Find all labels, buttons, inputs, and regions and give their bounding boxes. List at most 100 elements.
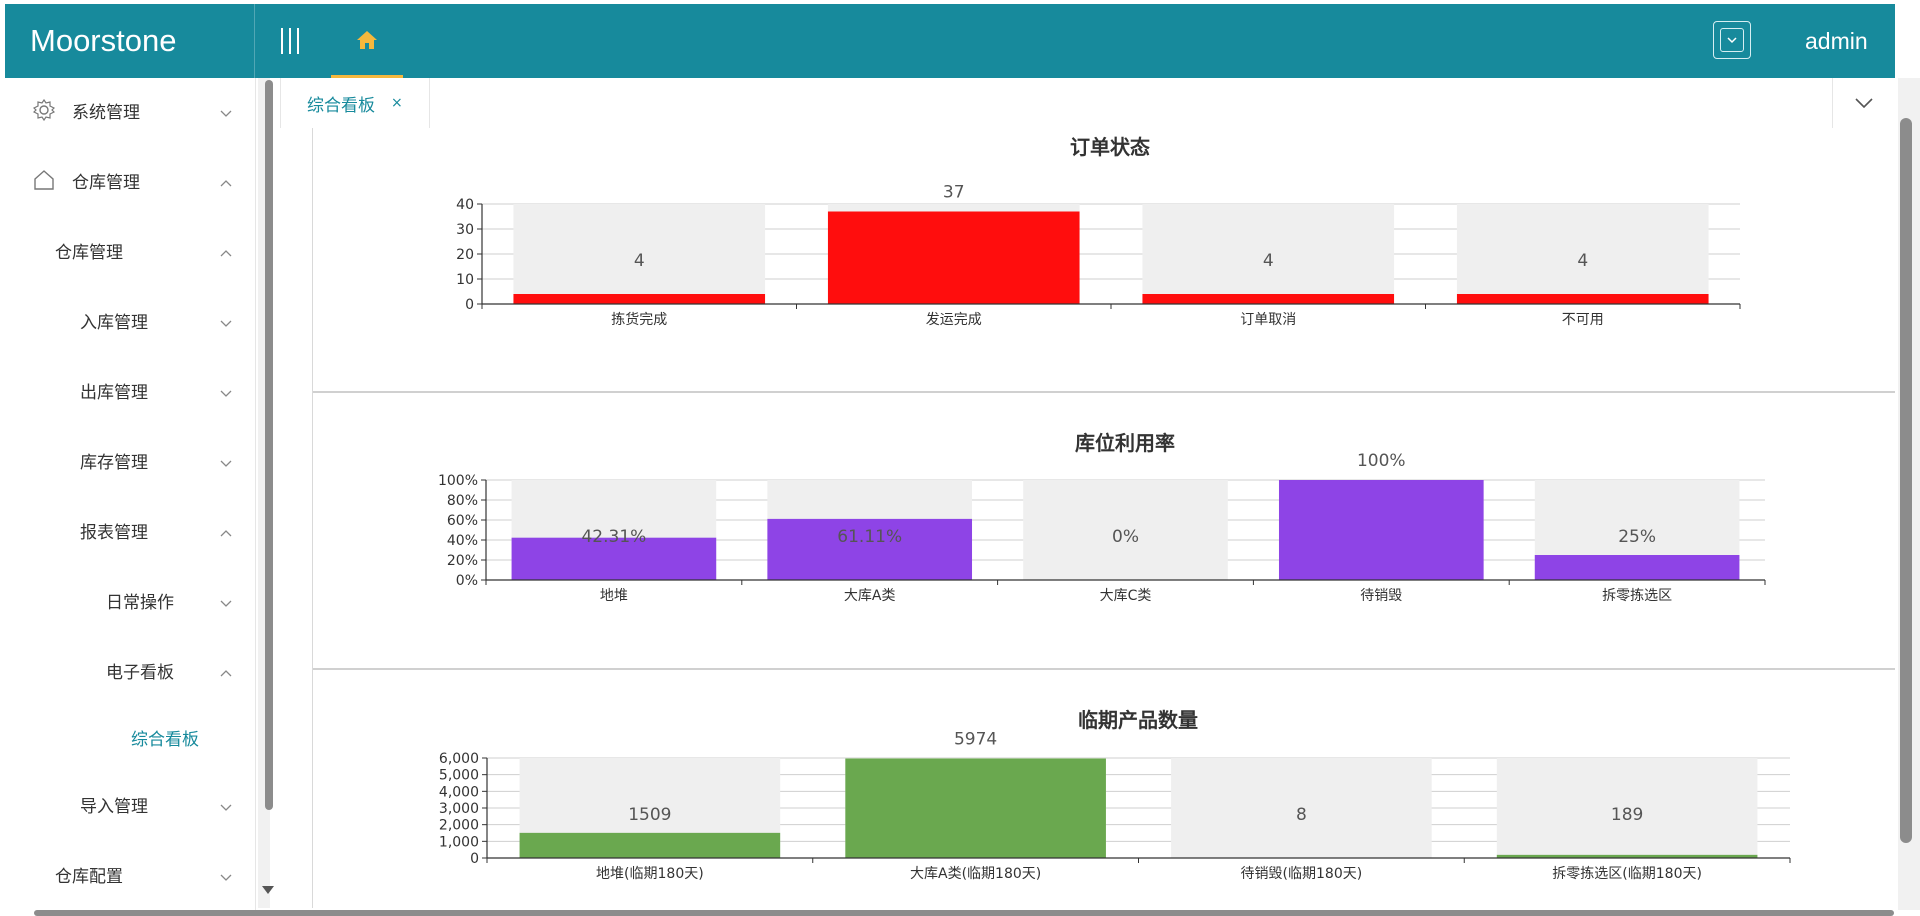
x-tick-label: 拆零拣选区(临期180天) xyxy=(1552,866,1702,882)
y-tick-label: 80% xyxy=(447,493,478,509)
y-tick-label: 0 xyxy=(470,851,479,867)
y-tick-label: 30 xyxy=(456,222,474,238)
chevron-down-icon xyxy=(220,103,232,123)
tab-more-button[interactable] xyxy=(1832,78,1895,128)
chart-divider xyxy=(313,391,1895,393)
sidebar-item[interactable]: 仓库配置 xyxy=(5,854,250,894)
data-label: 25% xyxy=(1618,527,1656,547)
sidebar-item-label: 电子看板 xyxy=(106,658,174,683)
sidebar-item-label: 综合看板 xyxy=(131,725,199,750)
y-tick-label: 40% xyxy=(447,533,478,549)
x-tick-label: 拣货完成 xyxy=(611,311,667,328)
y-tick-label: 10 xyxy=(456,272,474,288)
data-label: 37 xyxy=(943,183,965,203)
horizontal-scrollbar-thumb[interactable] xyxy=(34,910,1894,916)
bar xyxy=(1535,555,1740,580)
chart-expiring-products: 01,0002,0003,0004,0005,0006,0001509地堆(临期… xyxy=(420,726,1800,886)
x-tick-label: 地堆(临期180天) xyxy=(596,866,704,882)
y-tick-label: 6,000 xyxy=(439,751,479,767)
sidebar-item[interactable]: 出库管理 xyxy=(5,370,250,410)
y-tick-label: 0% xyxy=(456,573,478,589)
home-outline-icon xyxy=(33,169,55,196)
x-tick-label: 不可用 xyxy=(1562,312,1604,328)
y-tick-label: 1,000 xyxy=(439,834,479,850)
y-tick-label: 2,000 xyxy=(439,818,479,834)
y-tick-label: 60% xyxy=(447,513,478,529)
y-tick-label: 20% xyxy=(447,553,478,569)
sidebar-item[interactable]: 库存管理 xyxy=(5,440,250,480)
sidebar-item-label: 系统管理 xyxy=(72,98,140,123)
chevron-up-icon xyxy=(220,243,232,263)
sidebar-item[interactable]: 仓库管理 xyxy=(5,230,250,270)
bar xyxy=(845,758,1106,858)
sidebar-item[interactable]: 日常操作 xyxy=(5,580,250,620)
sidebar: 系统管理仓库管理仓库管理入库管理出库管理库存管理报表管理日常操作电子看板综合看板… xyxy=(5,78,256,910)
main-scrollbar-thumb[interactable] xyxy=(1900,118,1912,843)
data-label: 4 xyxy=(634,251,645,271)
sidebar-item[interactable]: 报表管理 xyxy=(5,510,250,550)
bar xyxy=(828,212,1080,305)
data-label: 189 xyxy=(1611,805,1643,825)
y-tick-label: 100% xyxy=(438,473,478,489)
sidebar-item-label: 报表管理 xyxy=(80,518,148,543)
x-tick-label: 大库C类 xyxy=(1100,588,1152,604)
x-tick-label: 地堆 xyxy=(600,588,628,604)
sidebar-item-label: 仓库管理 xyxy=(55,238,123,263)
brand-logo[interactable]: Moorstone xyxy=(5,4,255,78)
chevron-up-icon xyxy=(220,523,232,543)
sidebar-item[interactable]: 仓库管理 xyxy=(5,160,250,200)
x-tick-label: 待销毁(临期180天) xyxy=(1241,866,1363,882)
header-dropdown-button[interactable] xyxy=(1713,21,1751,59)
hamburger-icon[interactable] xyxy=(281,24,299,58)
bar xyxy=(513,294,765,304)
y-tick-label: 5,000 xyxy=(439,768,479,784)
home-icon xyxy=(356,30,378,50)
tab-dashboard[interactable]: 综合看板 × xyxy=(280,78,430,128)
data-label: 4 xyxy=(1263,251,1274,271)
sidebar-item[interactable]: 系统管理 xyxy=(5,90,250,130)
sidebar-item[interactable]: 电子看板 xyxy=(5,650,250,690)
data-label: 42.31% xyxy=(581,527,646,547)
y-tick-label: 20 xyxy=(456,247,474,263)
x-tick-label: 待销毁 xyxy=(1360,588,1402,604)
close-icon[interactable]: × xyxy=(391,95,403,111)
sidebar-scrollbar-thumb[interactable] xyxy=(265,80,273,810)
chevron-down-icon xyxy=(220,383,232,403)
sidebar-item-label: 出库管理 xyxy=(80,378,148,403)
chevron-down-icon xyxy=(1855,98,1873,108)
y-tick-label: 0 xyxy=(465,297,474,313)
chevron-down-icon xyxy=(220,313,232,333)
y-tick-label: 4,000 xyxy=(439,784,479,800)
x-tick-label: 大库A类 xyxy=(844,588,896,604)
chevron-up-icon xyxy=(220,173,232,193)
sidebar-item-label: 导入管理 xyxy=(80,792,148,817)
sidebar-item[interactable]: 入库管理 xyxy=(5,300,250,340)
data-label: 8 xyxy=(1296,805,1307,825)
gear-icon xyxy=(33,99,55,126)
chart-divider xyxy=(313,668,1895,670)
sidebar-item[interactable]: 综合看板 xyxy=(5,717,250,757)
bar xyxy=(520,833,781,858)
chart-title-order-status: 订单状态 xyxy=(1010,131,1210,160)
tab-bar: 综合看板 × xyxy=(280,78,1895,129)
data-label: 61.11% xyxy=(837,527,902,547)
bar xyxy=(1457,294,1709,304)
chevron-down-icon xyxy=(1727,37,1737,44)
top-bar: Moorstone admin xyxy=(5,4,1895,78)
bar xyxy=(1142,294,1394,304)
user-name[interactable]: admin xyxy=(1805,4,1895,78)
chevron-down-icon xyxy=(220,453,232,473)
sidebar-item-label: 日常操作 xyxy=(106,588,174,613)
x-tick-label: 拆零拣选区 xyxy=(1602,588,1672,604)
y-tick-label: 3,000 xyxy=(439,801,479,817)
sidebar-scroll-down-icon[interactable] xyxy=(262,886,274,894)
y-tick-label: 40 xyxy=(456,197,474,213)
sidebar-item[interactable]: 导入管理 xyxy=(5,784,250,824)
sidebar-item-label: 入库管理 xyxy=(80,308,148,333)
data-label: 5974 xyxy=(954,729,997,749)
chevron-down-icon xyxy=(220,593,232,613)
x-tick-label: 订单取消 xyxy=(1240,312,1296,328)
home-tab[interactable] xyxy=(331,4,403,78)
sidebar-item-label: 仓库配置 xyxy=(55,862,123,887)
data-label: 4 xyxy=(1577,251,1588,271)
